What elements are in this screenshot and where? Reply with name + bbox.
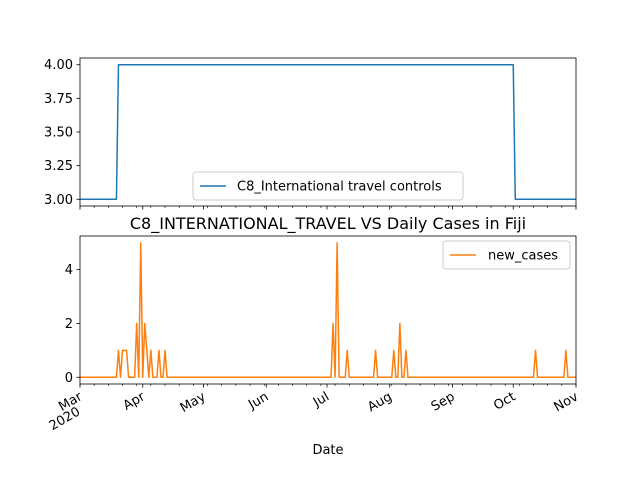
- top-legend-label: C8_International travel controls: [237, 180, 442, 195]
- y-tick-label: 2: [65, 317, 73, 332]
- top-legend-box: [192, 171, 464, 201]
- series-line-new-cases: [80, 241, 576, 379]
- top-legend: C8_International travel controls: [192, 171, 464, 201]
- y-tick-label: 3.50: [44, 126, 73, 141]
- bottom-y-ticks: 0 2 4: [65, 263, 80, 386]
- y-tick-label: 3.25: [44, 159, 73, 174]
- top-axes: 3.00 3.25 3.50 3.75 4.00 C8_International tr…: [44, 57, 577, 210]
- y-tick-label: 0: [65, 371, 73, 386]
- y-tick-label: 4.00: [44, 58, 73, 73]
- bottom-legend-label: new_cases: [488, 249, 558, 264]
- y-tick-label: 3.75: [44, 92, 73, 107]
- bottom-series-group: [80, 241, 576, 379]
- x-axis-label: Date: [312, 443, 343, 458]
- bottom-legend: new_cases: [442, 240, 571, 270]
- top-series-group: [80, 63, 576, 201]
- chart-title: C8_INTERNATIONAL_TRAVEL VS Daily Cases i…: [130, 214, 526, 234]
- y-tick-label: 4: [65, 263, 73, 278]
- top-axes-frame: [79, 57, 577, 207]
- top-y-ticks: 3.00 3.25 3.50 3.75 4.00: [44, 58, 80, 208]
- series-line-c8-international-travel-controls: [80, 63, 576, 201]
- bottom-legend-box: [442, 240, 571, 270]
- y-tick-label: 3.00: [44, 193, 73, 208]
- x-tick-label: Jul: [310, 389, 332, 410]
- bottom-axes-frame: [79, 235, 577, 385]
